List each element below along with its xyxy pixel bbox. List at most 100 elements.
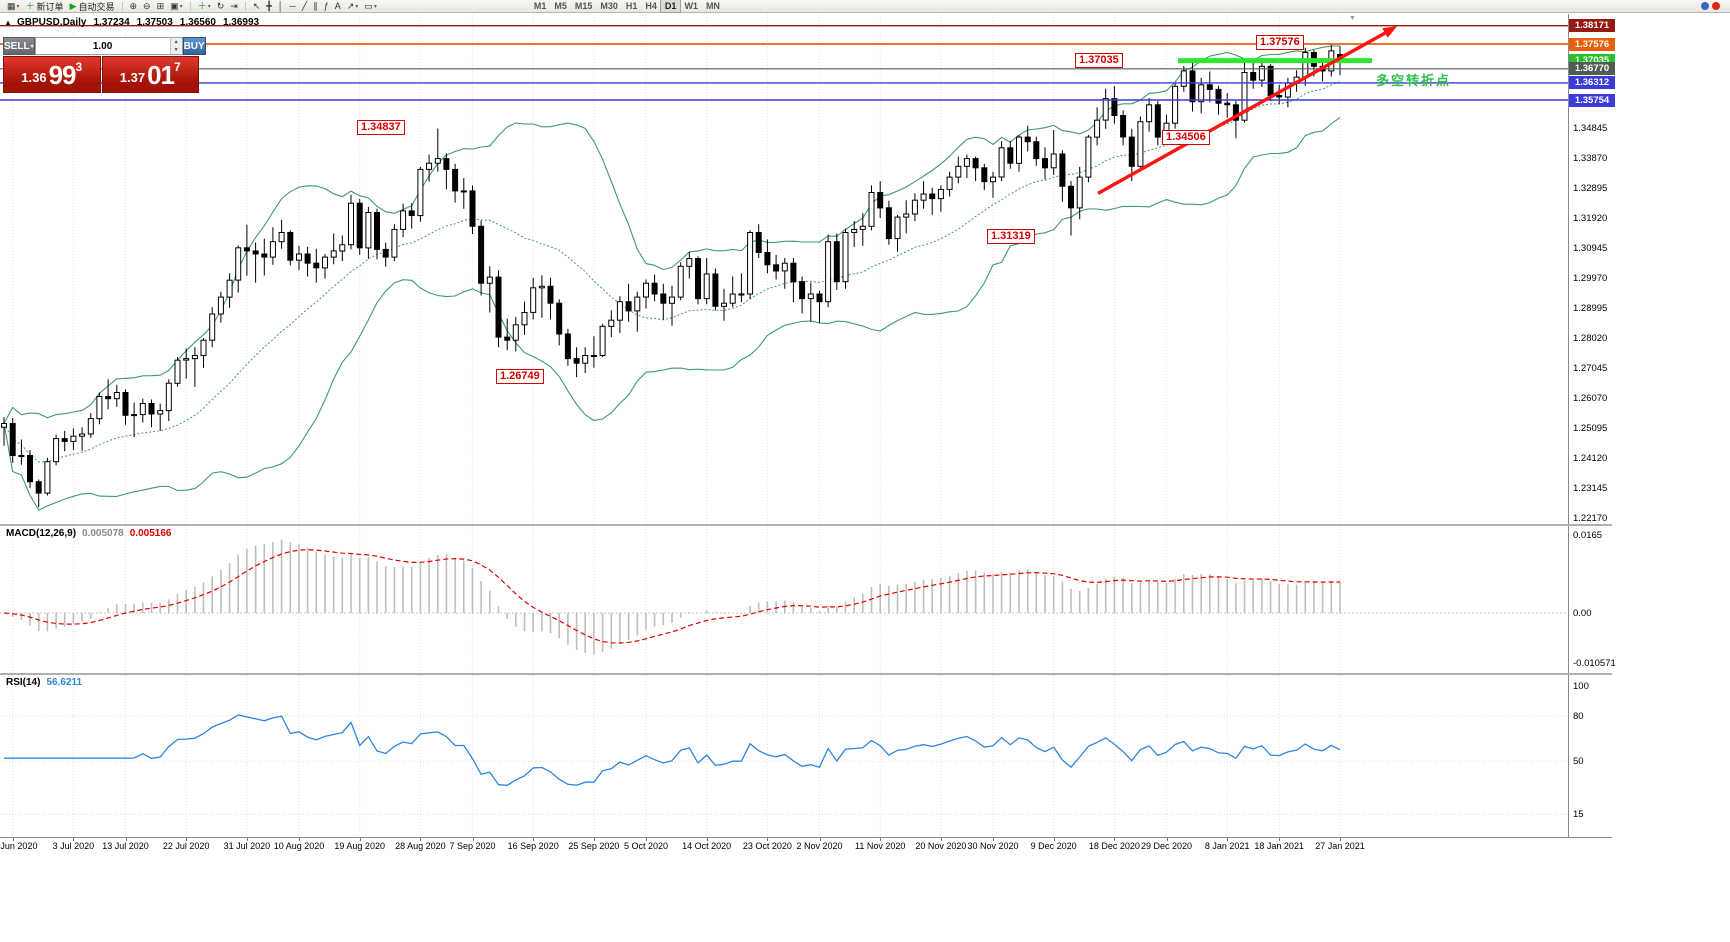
shapes-button-caret-icon[interactable]: ▾ (373, 3, 377, 10)
time-axis[interactable]: 24 Jun 2020 3 Jul 2020 13 Jul 2020 22 Jul 2… (0, 837, 1612, 852)
arrows-button-caret-icon[interactable]: ▾ (355, 3, 359, 10)
buy-price-tile[interactable]: 1.37 01 7 (101, 56, 199, 93)
vertical-line-button[interactable]: │ (275, 0, 287, 12)
candle (807, 293, 814, 300)
timeframe-m15[interactable]: M15 (574, 1, 593, 11)
candle (851, 228, 858, 233)
price-callout-1.37576[interactable]: 1.37576 (1256, 35, 1304, 50)
volume-input[interactable] (35, 38, 170, 54)
shapes-button[interactable]: ▭ ▾ (361, 0, 380, 12)
candle (226, 279, 233, 298)
candle (990, 176, 996, 183)
sell-button[interactable]: SELL ▾ (3, 37, 35, 55)
chinese-note-text[interactable]: 多空转折点 (1376, 73, 1452, 88)
candle (417, 168, 424, 217)
tile-windows-button[interactable]: ⊞ (154, 0, 168, 12)
candle (495, 276, 502, 338)
fibonacci-button-glyph: ƒ (323, 1, 329, 11)
time-tick-label: 28 Aug 2020 (395, 841, 446, 851)
candle (1068, 185, 1074, 209)
buy-button[interactable]: BUY (182, 37, 206, 55)
chart-window-icon-caret-icon[interactable]: ▾ (16, 3, 20, 10)
candle (608, 319, 615, 327)
volume-up-icon[interactable]: ▲ (170, 38, 182, 46)
chart-shift-button[interactable]: ⇥ (227, 0, 241, 12)
time-tick-label: 7 Sep 2020 (449, 841, 496, 851)
new-order-button[interactable]: ＋新订单 (23, 0, 67, 12)
price-tick-label: 1.31920 (1573, 213, 1608, 224)
text-button[interactable]: A (332, 0, 344, 12)
time-tick (1340, 837, 1341, 841)
time-tick (993, 837, 994, 841)
zoom-in-button[interactable]: ⊕ (127, 0, 141, 12)
chart-shift-marker-icon[interactable]: ▼ (1349, 15, 1356, 22)
timeframe-m5[interactable]: M5 (554, 1, 567, 11)
candle (929, 193, 936, 200)
time-tick (12, 837, 14, 841)
trendline[interactable] (1097, 27, 1393, 195)
timeframe-w1[interactable]: W1 (684, 1, 698, 11)
autotrade-button[interactable]: ▶ 自动交易 (67, 0, 118, 12)
autoscroll-button[interactable]: ↻ (214, 0, 228, 12)
timeframe-h4[interactable]: H4 (645, 1, 657, 11)
one-click-toggle-icon[interactable]: ▴ (6, 17, 11, 27)
timeframe-mn[interactable]: MN (705, 1, 720, 11)
horizontal-line-button[interactable]: ─ (286, 0, 298, 12)
macd-chart-canvas[interactable] (0, 526, 1568, 673)
autoscroll-button-glyph: ↻ (216, 1, 225, 11)
trendline-button[interactable]: ╱ (299, 0, 310, 12)
candle (1206, 84, 1213, 90)
price-callout-1.37035[interactable]: 1.37035 (1075, 53, 1123, 68)
candle (1189, 70, 1196, 103)
rsi-chart-canvas[interactable] (0, 675, 1568, 837)
cascade-windows-button-caret-icon[interactable]: ▾ (179, 3, 183, 10)
arrows-button[interactable]: ↗ ▾ (344, 0, 362, 12)
candle (842, 232, 849, 283)
sell-dropdown-icon[interactable]: ▾ (30, 43, 34, 50)
chart-window-icon-glyph: ▦ (7, 1, 16, 11)
fibonacci-button[interactable]: ƒ (321, 0, 332, 12)
macd-axis[interactable]: 0.0165 0.00 -0.010571 (1568, 526, 1626, 673)
candle (712, 273, 719, 307)
cascade-windows-button[interactable]: ▣ ▾ (167, 0, 186, 12)
crosshair-button[interactable]: ╋ (263, 0, 274, 12)
price-callout-1.26749[interactable]: 1.26749 (496, 369, 544, 384)
timeframe-m30[interactable]: M30 (600, 1, 618, 11)
price-chart-canvas[interactable] (0, 14, 1568, 524)
time-tick-label: 20 Nov 2020 (915, 841, 967, 851)
volume-down-icon[interactable]: ▼ (170, 46, 182, 54)
candle (105, 396, 112, 400)
timeframe-h1[interactable]: H1 (625, 1, 638, 11)
price-callout-1.34837[interactable]: 1.34837 (357, 120, 405, 135)
candle (946, 176, 953, 190)
indicators-button[interactable]: ＋ ▾ (195, 0, 214, 12)
chart-window-icon[interactable]: ▦ ▾ (4, 0, 23, 12)
candle (877, 192, 884, 209)
symbol-name: GBPUSD,Daily (17, 17, 87, 28)
toolbar-separator (121, 1, 123, 11)
candle (296, 253, 302, 261)
price-callout-1.31319[interactable]: 1.31319 (987, 229, 1035, 244)
candle (1024, 136, 1031, 143)
price-axis[interactable]: 1.34845 1.33870 1.32895 1.31920 1.30945 1.299… (1568, 14, 1626, 524)
rsi-tick-label: 15 (1573, 809, 1584, 821)
one-click-trade-panel: SELL ▾ ▲ ▼ BUY 1.36 99 3 1.37 0 (3, 37, 206, 93)
time-tick (940, 837, 942, 841)
indicators-button-caret-icon[interactable]: ▾ (207, 3, 211, 10)
alerts-status-icon[interactable] (1701, 2, 1709, 10)
candle (322, 256, 328, 269)
sell-price-tile[interactable]: 1.36 99 3 (3, 56, 101, 93)
pane-splitter-rsi[interactable] (0, 673, 1612, 675)
rsi-axis[interactable]: 100 80 50 15 (1568, 675, 1626, 837)
price-callout-1.34506[interactable]: 1.34506 (1162, 130, 1210, 145)
timeframe-m1[interactable]: M1 (533, 1, 547, 11)
candle (686, 258, 693, 267)
timeframe-d1[interactable]: D1 (659, 0, 682, 13)
channel-button[interactable]: ∥ (310, 0, 321, 12)
connection-status-icon[interactable] (1712, 2, 1720, 10)
zoom-out-button[interactable]: ⊖ (140, 0, 154, 12)
candle (131, 414, 138, 417)
time-tick (186, 837, 188, 841)
pane-splitter-macd[interactable] (0, 524, 1612, 526)
cursor-button[interactable]: ↖ (250, 0, 264, 12)
